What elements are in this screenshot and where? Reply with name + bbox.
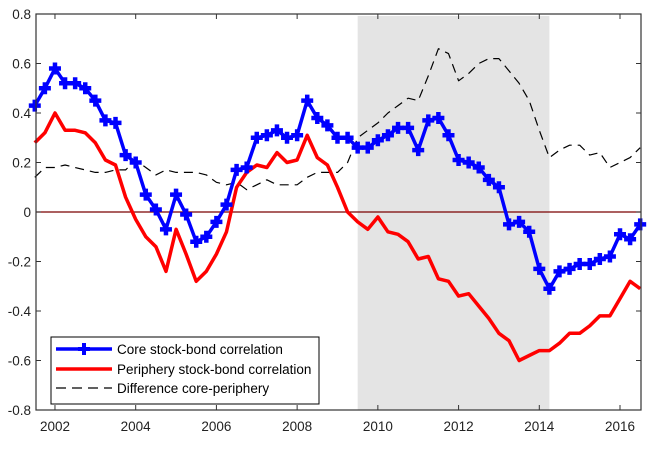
data-point-core (543, 282, 556, 295)
data-point-core (523, 225, 536, 238)
x-tick-label: 2016 (605, 419, 635, 434)
data-point-core (220, 198, 233, 211)
data-point-core (412, 144, 425, 157)
legend-item-core: Core stock-bond correlation (56, 342, 283, 357)
data-point-core (200, 230, 213, 243)
data-point-core (603, 250, 616, 263)
data-point-core (614, 228, 627, 241)
series-line-core-stock-bond-correlation (33, 66, 642, 291)
data-point-core (381, 129, 394, 142)
data-point-core (210, 215, 223, 228)
series-layer (28, 48, 647, 363)
data-point-core (250, 131, 263, 144)
data-point-core (624, 233, 637, 246)
data-point-core (402, 121, 415, 134)
data-point-core (270, 124, 283, 137)
x-tick-label: 2010 (363, 419, 393, 434)
data-point-core (452, 154, 465, 167)
shaded-period-layer (357, 16, 550, 410)
data-point-core (422, 114, 435, 127)
y-tick-label: 0.8 (12, 7, 31, 22)
data-point-core (432, 111, 445, 124)
series-line-difference-core-periphery (34, 48, 641, 191)
data-point-core (442, 129, 455, 142)
legend-label-periphery: Periphery stock-bond correlation (117, 362, 311, 377)
legend-item-periphery: Periphery stock-bond correlation (56, 362, 311, 377)
legend-label-core: Core stock-bond correlation (117, 342, 283, 357)
data-point-core (240, 161, 253, 174)
data-point-core (99, 114, 112, 127)
legend-label-difference: Difference core-periphery (117, 381, 269, 396)
data-point-core (190, 235, 203, 248)
data-point-core (583, 257, 596, 270)
data-point-core (170, 188, 183, 201)
y-tick-label: 0.2 (12, 156, 31, 171)
data-point-core (139, 188, 152, 201)
data-point-core (563, 262, 576, 275)
x-tick-label: 2014 (524, 419, 555, 434)
y-tick-label: 0.6 (12, 57, 31, 72)
data-point-core (109, 116, 122, 129)
data-point-core (321, 119, 334, 132)
data-point-core (230, 163, 243, 176)
data-point-core (331, 131, 344, 144)
legend-marker-core (78, 343, 90, 355)
data-point-core (553, 265, 566, 278)
data-point-core (159, 223, 172, 236)
data-point-core (180, 208, 193, 221)
data-point-core (89, 94, 102, 107)
y-tick-label: 0.4 (12, 106, 31, 121)
legend-item-difference: Difference core-periphery (56, 381, 269, 396)
data-point-core (492, 181, 505, 194)
y-tick-label: -0.6 (8, 354, 31, 369)
data-point-core (291, 129, 304, 142)
data-point-core (301, 94, 314, 107)
shaded-period (357, 16, 550, 410)
series-line-periphery-stock-bond-correlation (33, 111, 642, 363)
y-tick-label: -0.4 (8, 304, 32, 319)
data-point-core (513, 215, 526, 228)
data-point-core (503, 218, 516, 231)
data-point-core (371, 134, 384, 147)
y-tick-label: -0.2 (8, 255, 31, 270)
data-point-core (472, 161, 485, 174)
data-point-core (482, 173, 495, 186)
legend: Core stock-bond correlation Periphery st… (50, 336, 320, 405)
data-point-core (28, 99, 41, 112)
data-point-core (281, 131, 294, 144)
x-tick-label: 2012 (444, 419, 474, 434)
data-point-core (361, 141, 374, 154)
x-tick-label: 2008 (282, 419, 312, 434)
data-point-core (129, 156, 142, 169)
data-point-core (392, 121, 405, 134)
data-point-core (311, 111, 324, 124)
data-point-core (260, 129, 273, 142)
data-point-core (48, 62, 61, 75)
data-point-core (119, 149, 132, 162)
data-point-core (462, 156, 475, 169)
data-point-core (634, 218, 647, 231)
x-tick-label: 2002 (40, 419, 70, 434)
data-point-core (38, 82, 51, 95)
data-point-core (533, 262, 546, 275)
x-tick-label: 2004 (121, 419, 152, 434)
data-point-core (593, 253, 606, 266)
y-tick-label: -0.8 (8, 403, 31, 418)
axes-layer: 2002 2004 2006 2008 2010 2012 2014 2016 -0.8 -0.6… (8, 7, 642, 434)
data-point-core (59, 77, 72, 90)
data-point-core (79, 82, 92, 95)
data-point-core (351, 141, 364, 154)
data-point-core (149, 203, 162, 216)
data-point-core (573, 257, 586, 270)
x-tick-label: 2006 (201, 419, 231, 434)
data-point-core (341, 131, 354, 144)
data-point-core (69, 77, 82, 90)
y-tick-label: 0 (23, 205, 31, 220)
